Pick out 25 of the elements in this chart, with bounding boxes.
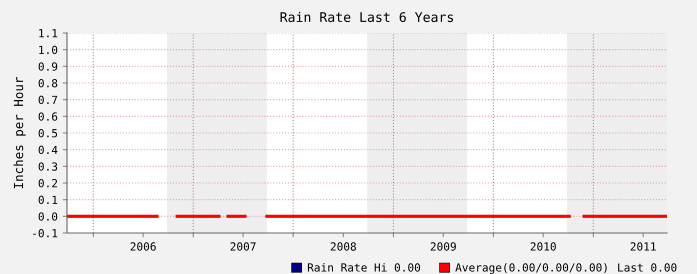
y-tick-label: 0.5 <box>38 129 58 138</box>
x-tick-label: 2010 <box>530 242 556 251</box>
y-axis-title: Inches per Hour <box>14 77 26 188</box>
y-tick-label: 0.2 <box>38 179 58 188</box>
text: Hi 0.00 <box>374 263 420 272</box>
y-tick-label: 1.0 <box>39 46 58 54</box>
y-tick-label: 0.4 <box>38 146 58 154</box>
x-tick-label: 2007 <box>230 242 256 251</box>
chart-title: Rain Rate Last 6 Years <box>280 12 454 22</box>
x-tick-label: 2008 <box>330 242 356 251</box>
x-tick-label: 2006 <box>130 242 156 251</box>
legend-label: Rain Rate <box>308 263 367 272</box>
y-tick-label: 0.6 <box>38 112 58 121</box>
y-tick-label: 0.0 <box>38 212 58 221</box>
y-tick-label: 0.7 <box>38 96 58 104</box>
x-tick-label: 2009 <box>430 242 456 251</box>
text: Last 0.00 <box>618 263 676 272</box>
y-tick-label: 1.1 <box>39 29 58 38</box>
x-tick-label: 2011 <box>630 242 656 251</box>
y-tick-label: 0.1 <box>38 196 58 204</box>
y-tick-label: 0.3 <box>38 162 58 171</box>
y-tick-label: -0.1 <box>33 229 58 238</box>
legend-label: Average(0.00/0.00/0.00) <box>455 263 607 274</box>
y-tick-label: 0.9 <box>38 62 58 71</box>
y-tick-label: 0.8 <box>38 79 58 88</box>
